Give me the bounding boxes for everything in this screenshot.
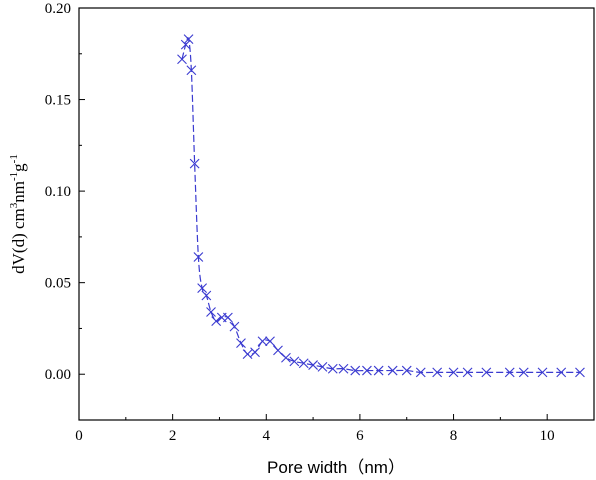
data-point-x-marker bbox=[350, 365, 361, 376]
data-point-x-marker bbox=[327, 363, 338, 374]
y-axis-title: dV(d) cm3nm-1g-1 bbox=[8, 154, 28, 274]
x-axis-title: Pore width（nm） bbox=[267, 458, 405, 477]
x-tick-label: 0 bbox=[75, 428, 83, 444]
data-point-x-marker bbox=[201, 290, 212, 301]
data-point-x-marker bbox=[415, 367, 426, 378]
data-point-x-marker bbox=[575, 367, 585, 378]
y-axis-title-sup1: 3 bbox=[8, 202, 20, 208]
data-point-x-marker bbox=[177, 54, 187, 65]
data-point-x-marker bbox=[180, 39, 191, 50]
y-tick-label: 0.20 bbox=[45, 1, 71, 17]
y-axis-title-mid: nm bbox=[9, 181, 28, 203]
y-axis-title-g: g bbox=[9, 163, 28, 172]
y-axis-title-sup3: -1 bbox=[8, 154, 20, 163]
series-line bbox=[181, 37, 580, 374]
data-point-x-marker bbox=[556, 367, 567, 378]
data-point-x-marker bbox=[289, 356, 300, 367]
data-point-x-marker bbox=[401, 365, 412, 376]
data-point-x-marker bbox=[448, 367, 459, 378]
data-point-x-marker bbox=[183, 34, 194, 45]
data-point-x-marker bbox=[242, 349, 253, 359]
data-point-x-marker bbox=[373, 365, 384, 376]
data-point-x-marker bbox=[317, 362, 328, 372]
data-point-x-marker bbox=[211, 316, 222, 327]
data-point-x-marker bbox=[273, 345, 283, 356]
data-point-x-marker bbox=[298, 358, 309, 369]
data-point-x-marker bbox=[338, 363, 349, 374]
y-axis-title-main: dV(d) cm bbox=[9, 208, 28, 274]
y-tick-label: 0.10 bbox=[45, 184, 71, 200]
series-curve bbox=[181, 37, 580, 374]
data-point-x-marker bbox=[481, 367, 492, 378]
data-point-x-marker bbox=[236, 338, 246, 348]
data-point-x-marker bbox=[257, 336, 268, 347]
data-point-x-marker bbox=[362, 365, 372, 376]
data-point-x-marker bbox=[308, 360, 318, 370]
plot-frame bbox=[78, 7, 595, 421]
data-point-x-marker bbox=[387, 365, 398, 376]
x-tick-label: 4 bbox=[263, 428, 271, 444]
data-point-x-marker bbox=[462, 367, 473, 378]
data-point-x-marker bbox=[250, 347, 260, 358]
data-point-x-marker bbox=[193, 252, 204, 262]
data-point-x-marker bbox=[186, 65, 197, 76]
data-point-x-marker bbox=[206, 307, 216, 317]
data-point-x-marker bbox=[189, 158, 200, 169]
x-tick-label: 10 bbox=[540, 428, 555, 444]
y-tick-label: 0.05 bbox=[45, 276, 71, 292]
y-axis-ticks: 0.00 0.05 0.10 0.15 0.20 bbox=[45, 1, 85, 421]
data-point-x-marker bbox=[281, 352, 291, 363]
series-markers bbox=[177, 34, 585, 378]
y-axis-title-sup2: -1 bbox=[8, 172, 20, 181]
data-point-x-marker bbox=[504, 367, 515, 378]
data-point-x-marker bbox=[537, 367, 548, 378]
data-point-x-marker bbox=[197, 283, 208, 294]
data-point-x-marker bbox=[518, 367, 529, 378]
data-point-x-marker bbox=[222, 312, 233, 323]
plot-area-border bbox=[78, 7, 595, 421]
x-axis-ticks: 0 2 4 6 8 10 bbox=[75, 414, 595, 444]
x-tick-label: 8 bbox=[450, 428, 458, 444]
data-point-x-marker bbox=[265, 336, 275, 347]
x-tick-label: 6 bbox=[356, 428, 364, 444]
y-tick-label: 0.00 bbox=[45, 367, 71, 383]
data-point-x-marker bbox=[229, 321, 240, 332]
y-tick-label: 0.15 bbox=[45, 93, 71, 109]
data-point-x-marker bbox=[432, 367, 443, 378]
y-axis-title-text: dV(d) cm3nm-1g-1 bbox=[8, 154, 28, 274]
x-tick-label: 2 bbox=[169, 428, 177, 444]
